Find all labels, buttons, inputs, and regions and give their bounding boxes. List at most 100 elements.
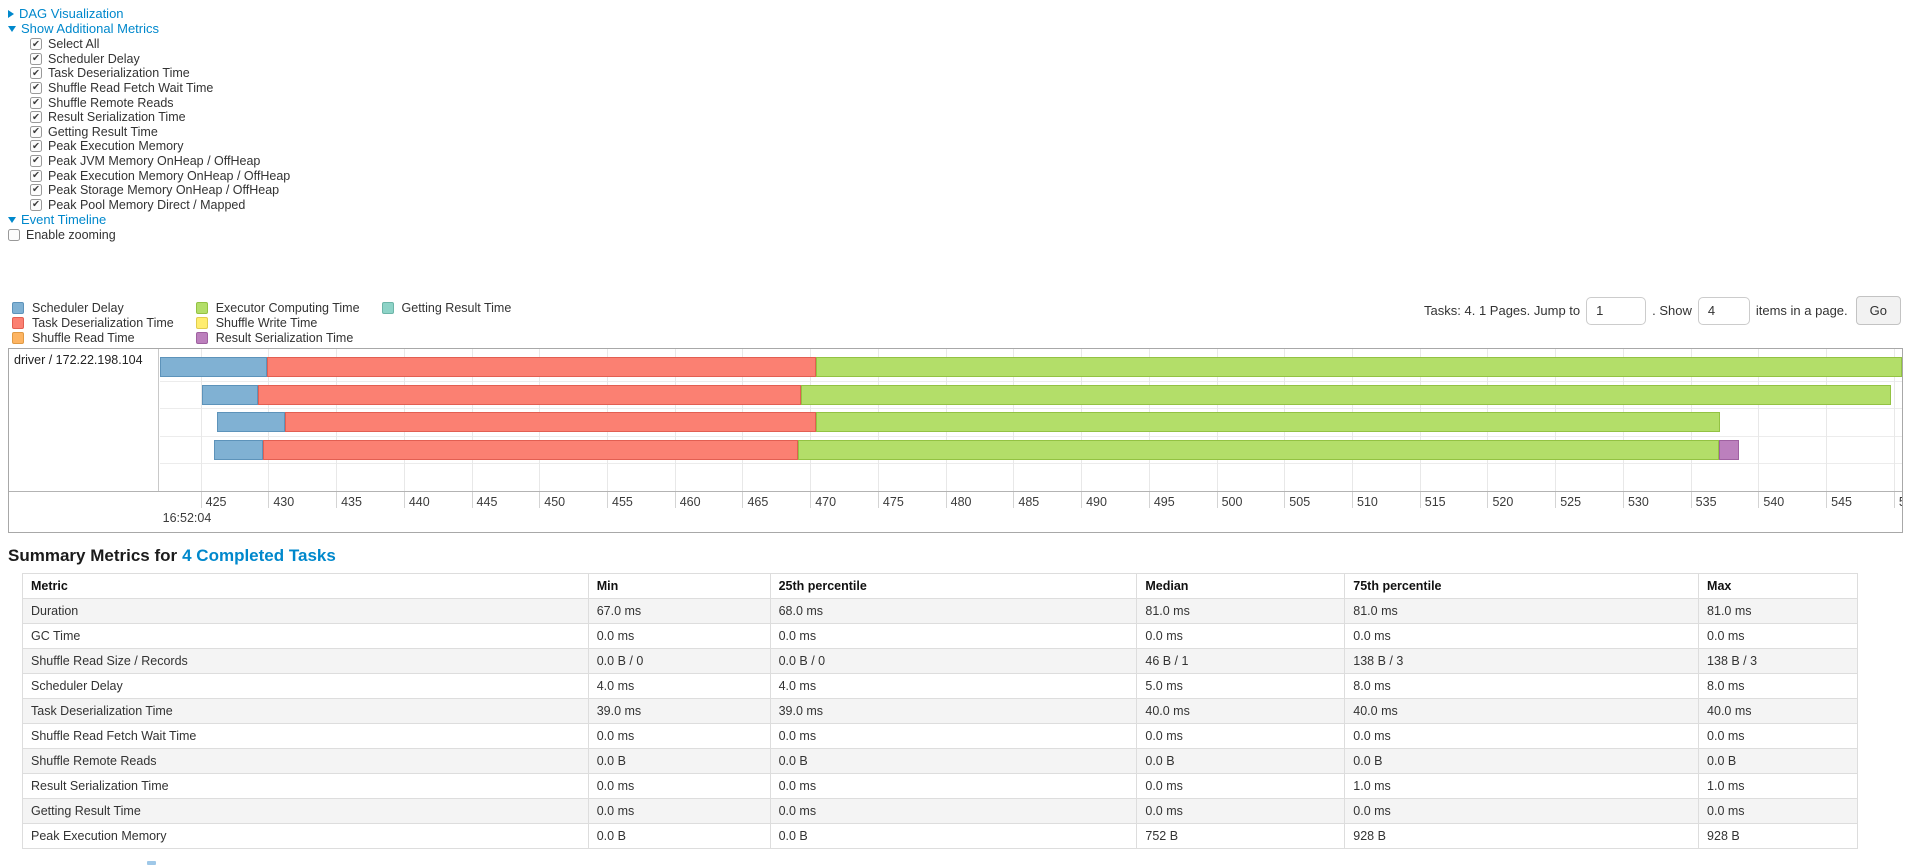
gridline [200,349,202,492]
event-timeline-toggle[interactable]: Event Timeline [8,212,1903,227]
value-cell: 0.0 B [1136,748,1346,775]
legend-item: Result Serialization Time [195,330,360,345]
checkbox-checked-icon[interactable] [30,82,42,95]
timeline-bar-segment-executor_computing[interactable] [815,412,1721,433]
value-cell: 0.0 ms [769,798,1138,825]
legend-swatch-scheduler_delay [12,301,24,314]
value-cell: 0.0 B / 0 [587,648,771,675]
metric-checkbox-label: Task Deserialization Time [48,66,190,81]
axis-tick-label: 540 [1763,495,1785,510]
event-timeline-label: Event Timeline [21,212,107,228]
metric-cell: Shuffle Remote Reads [22,748,589,775]
checkbox-checked-icon[interactable] [30,52,42,65]
pagination-suffix-text: items in a page. [1755,303,1848,319]
axis-tick-label: 485 [1018,495,1040,510]
metric-cell: Task Deserialization Time [22,698,589,725]
timeline-bar-segment-task_deserialization[interactable] [257,384,801,405]
value-cell: 0.0 ms [1136,773,1346,800]
column-header: 25th percentile [769,573,1138,600]
axis-tick-mark [1284,492,1286,509]
task-pagination: Tasks: 4. 1 Pages. Jump to . Show items … [1424,296,1903,326]
checkbox-checked-icon[interactable] [30,155,42,168]
show-additional-metrics-toggle[interactable]: Show Additional Metrics [8,21,1903,36]
timeline-bar-segment-executor_computing[interactable] [815,357,1902,378]
legend-label: Executor Computing Time [215,300,360,315]
axis-tick-mark [810,492,812,509]
value-cell: 752 B [1136,823,1346,850]
timeline-legend: Scheduler Delay Task Deserialization Time… [12,300,511,345]
metric-checkbox-label: Result Serialization Time [48,110,186,125]
legend-item: Task Deserialization Time [12,315,174,330]
timeline-bar-segment-task_deserialization[interactable] [262,439,798,460]
legend-label: Getting Result Time [401,300,512,315]
legend-label: Task Deserialization Time [32,315,174,330]
table-row: Shuffle Read Size / Records 0.0 B / 0 0.0 … [22,648,1858,675]
value-cell: 67.0 ms [587,598,771,625]
legend-label: Shuffle Write Time [215,315,318,330]
axis-tick-mark [945,492,947,509]
timeline-bar-segment-scheduler_delay[interactable] [160,357,267,378]
go-button[interactable]: Go [1855,296,1901,326]
axis-tick-label: 460 [679,495,701,510]
legend-label: Result Serialization Time [215,330,354,345]
axis-tick-label: 465 [747,495,769,510]
axis-tick-mark [336,492,338,509]
table-row: Peak Execution Memory 0.0 B 0.0 B 752 B 928 … [22,823,1858,850]
value-cell: 0.0 B / 0 [769,648,1138,675]
table-row: Shuffle Remote Reads 0.0 B 0.0 B 0.0 B 0.0 B… [22,748,1858,775]
checkbox-checked-icon[interactable] [30,125,42,138]
metric-checkbox-item: Peak Execution Memory [30,139,1903,154]
axis-tick-label: 455 [612,495,633,510]
column-header: Metric [22,573,589,600]
checkbox-checked-icon[interactable] [30,38,42,51]
metric-checkbox-item: Peak JVM Memory OnHeap / OffHeap [30,154,1903,169]
axis-tick-mark [539,492,541,509]
timeline-bar-segment-executor_computing[interactable] [800,384,1892,405]
timeline-bar-segment-scheduler_delay[interactable] [201,384,258,405]
checkbox-checked-icon[interactable] [30,198,42,211]
timeline-bar-segment-task_deserialization[interactable] [267,357,816,378]
timeline-controls: Scheduler Delay Task Deserialization Time… [8,296,1903,345]
value-cell: 928 B [1344,823,1700,850]
timeline-bar-segment-scheduler_delay[interactable] [216,412,285,433]
value-cell: 0.0 ms [1698,723,1858,750]
checkbox-checked-icon[interactable] [30,111,42,124]
items-per-page-input[interactable] [1697,296,1750,325]
jump-to-page-input[interactable] [1586,296,1647,325]
legend-swatch-getting_result [381,301,394,314]
checkbox-checked-icon[interactable] [30,169,42,182]
checkbox-checked-icon[interactable] [30,140,42,153]
legend-swatch-executor_computing [195,301,208,314]
checkbox-checked-icon[interactable] [30,184,42,197]
timeline-bar-segment-executor_computing[interactable] [798,439,1720,460]
axis-tick-label: 550 [1894,495,1902,509]
timeline-bar-segment-result_serialization[interactable] [1719,439,1740,460]
completed-tasks-link[interactable]: 4 Completed Tasks [182,546,336,566]
value-cell: 928 B [1698,823,1858,850]
metric-checkbox-item: Getting Result Time [30,125,1903,140]
metric-cell: GC Time [22,623,589,650]
checkbox-checked-icon[interactable] [30,96,42,109]
value-cell: 81.0 ms [1136,598,1346,625]
axis-tick-mark [1893,492,1895,509]
summary-title-text: Summary Metrics for [8,546,178,566]
axis-tick-mark [1555,492,1557,509]
table-row: GC Time 0.0 ms 0.0 ms 0.0 ms 0.0 ms 0.0 ms [22,623,1858,650]
value-cell: 138 B / 3 [1344,648,1700,675]
axis-tick-mark [403,492,405,509]
row-gridline [160,435,1902,437]
timeline-axis: 425 16:52:04 430 435 440 445 450 455 460 465 470 47… [160,492,1902,532]
timeline-bar-segment-task_deserialization[interactable] [284,412,816,433]
dag-visualization-toggle[interactable]: DAG Visualization [8,6,1903,21]
gridline [1893,349,1895,492]
axis-tick-label: 500 [1221,495,1243,510]
axis-tick-mark [268,492,270,509]
checkbox-checked-icon[interactable] [30,67,42,80]
axis-tick-label: 470 [815,495,837,510]
timeline-bar-segment-scheduler_delay[interactable] [214,439,263,460]
value-cell: 0.0 ms [587,723,771,750]
gridline [1826,349,1828,492]
axis-tick-mark [1690,492,1692,509]
enable-zooming-checkbox[interactable] [8,228,20,241]
axis-tick-label: 505 [1289,495,1311,510]
